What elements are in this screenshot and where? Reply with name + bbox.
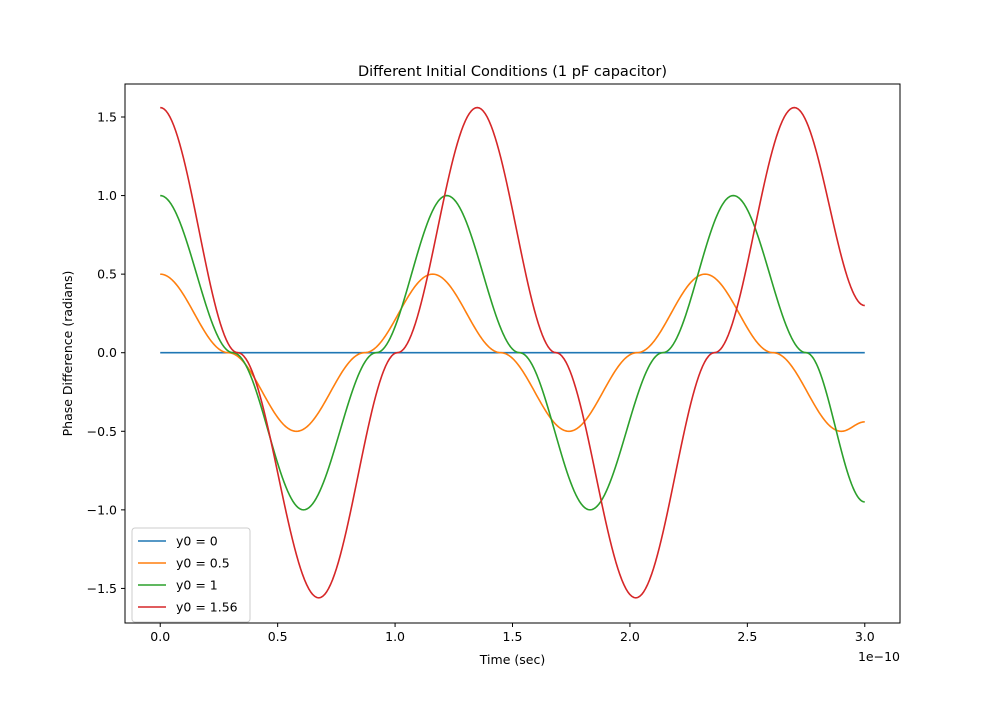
x-tick-label: 0.5 bbox=[268, 629, 288, 644]
y-tick-label: −1.0 bbox=[87, 502, 117, 517]
series-line-2 bbox=[160, 194, 865, 511]
legend-label: y0 = 0.5 bbox=[176, 556, 230, 571]
x-tick-label: 1.0 bbox=[385, 629, 405, 644]
y-axis-label: Phase Difference (radians) bbox=[60, 271, 75, 437]
y-tick-label: 1.0 bbox=[97, 188, 117, 203]
y-tick-label: 0.5 bbox=[97, 267, 117, 282]
chart-title: Different Initial Conditions (1 pF capac… bbox=[358, 64, 667, 80]
x-tick-label: 2.5 bbox=[737, 629, 757, 644]
y-tick-label: −0.5 bbox=[87, 424, 117, 439]
legend: y0 = 0 y0 = 0.5 y0 = 1 y0 = 1.56 bbox=[131, 527, 251, 623]
legend-label: y0 = 1 bbox=[176, 578, 218, 593]
legend-frame bbox=[131, 527, 251, 623]
series-line-3 bbox=[160, 106, 865, 599]
x-tick-label: 3.0 bbox=[855, 629, 875, 644]
y-tick-label: 1.5 bbox=[97, 110, 117, 125]
legend-label: y0 = 1.56 bbox=[176, 600, 238, 615]
legend-label: y0 = 0 bbox=[176, 534, 218, 549]
y-tick-label: −1.5 bbox=[87, 581, 117, 596]
x-tick-label: 0.0 bbox=[150, 629, 170, 644]
x-axis-label: Time (sec) bbox=[479, 652, 545, 667]
x-tick-label: 2.0 bbox=[620, 629, 640, 644]
y-tick-label: 0.0 bbox=[97, 345, 117, 360]
x-tick-label: 1.5 bbox=[503, 629, 523, 644]
series-line-1 bbox=[160, 273, 865, 433]
x-offset-label: 1e−10 bbox=[858, 649, 900, 664]
